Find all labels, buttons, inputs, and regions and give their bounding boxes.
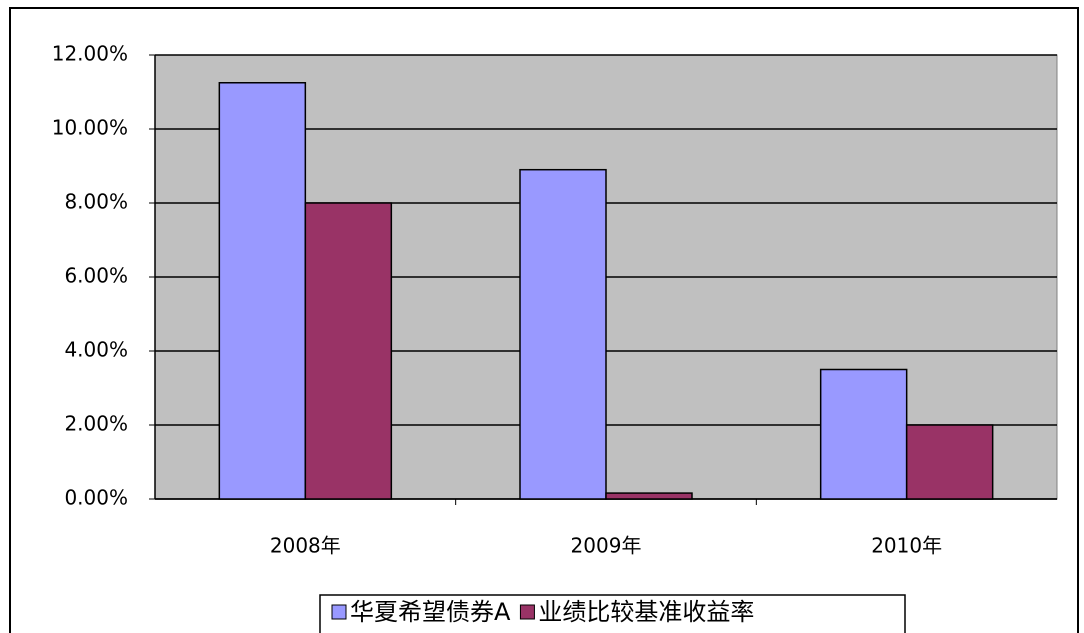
legend-label: 业绩比较基准收益率 — [538, 598, 754, 626]
bar — [905, 424, 994, 500]
bar — [519, 168, 607, 500]
y-tick-label: 10.00% — [52, 116, 128, 140]
x-tick-label: 2008年 — [270, 534, 341, 558]
legend-label: 华夏希望债券A — [350, 598, 511, 626]
y-tick-label: 2.00% — [64, 412, 128, 436]
y-tick-label: 8.00% — [64, 190, 128, 214]
y-tick-label: 0.00% — [64, 486, 128, 510]
y-tick-label: 12.00% — [52, 42, 128, 66]
bar — [819, 368, 908, 500]
y-tick-label: 4.00% — [64, 338, 128, 362]
x-tick-label: 2010年 — [871, 534, 942, 558]
legend-box — [319, 594, 906, 633]
bar — [218, 82, 307, 500]
bar — [605, 492, 693, 500]
legend-swatch — [519, 604, 535, 620]
y-tick-label: 6.00% — [64, 264, 128, 288]
bar — [304, 202, 393, 500]
legend-swatch — [331, 604, 347, 620]
x-tick-label: 2009年 — [571, 534, 642, 558]
